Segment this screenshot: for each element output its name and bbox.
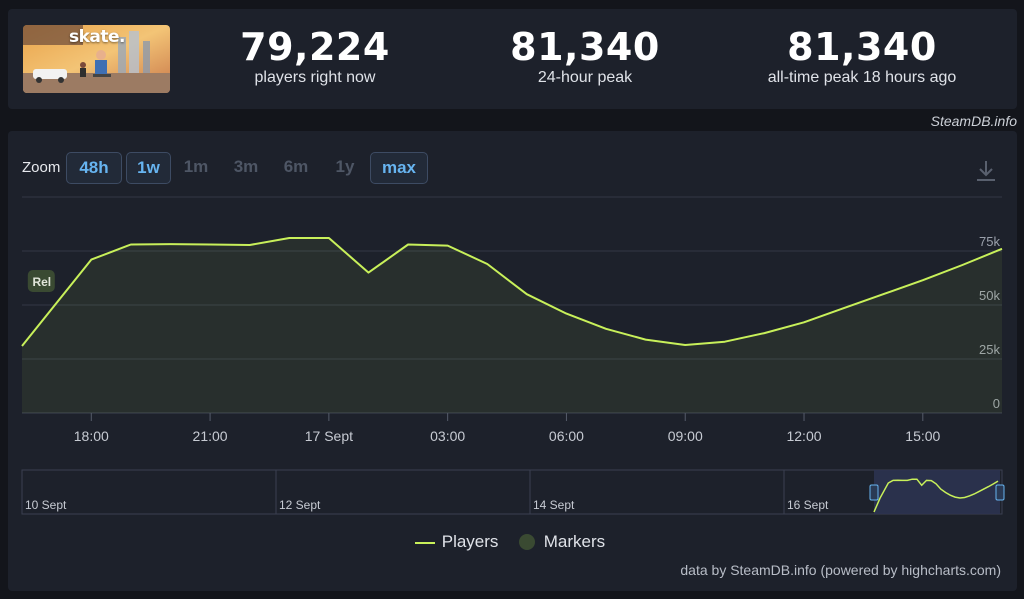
legend-item-players[interactable]: Players [413, 532, 498, 553]
x-tick-label: 15:00 [905, 428, 940, 444]
y-tick-label: 0 [993, 396, 1000, 411]
x-tick-label: 12:00 [786, 428, 821, 444]
navigator-series-line [873, 478, 999, 513]
stat-current-players: 79,224 players right now [205, 27, 425, 87]
stat-value: 81,340 [510, 25, 660, 69]
steamdb-credit[interactable]: SteamDB.info [930, 113, 1017, 129]
stat-value: 79,224 [240, 25, 390, 69]
download-icon[interactable] [975, 159, 997, 183]
chart-panel: Zoom 48h 1w 1m 3m 6m 1y max 0 25k 50k 75k 18… [8, 131, 1017, 591]
legend-dot-swatch [519, 533, 535, 550]
x-tick-label: 18:00 [74, 428, 109, 444]
stat-all-time-peak: 81,340 all-time peak 18 hours ago [752, 27, 972, 87]
chart-credit[interactable]: data by SteamDB.info (powered by highcha… [680, 562, 1001, 578]
stat-value: 81,340 [787, 25, 937, 69]
zoom-max-button[interactable]: max [370, 152, 428, 184]
navigator-handle-left[interactable] [869, 484, 879, 501]
zoom-label: Zoom [22, 159, 61, 176]
navigator-handle-right[interactable] [995, 484, 1005, 501]
x-tick-label: 21:00 [193, 428, 228, 444]
stat-label: players right now [254, 69, 376, 86]
x-tick-label: 17 Sept [305, 428, 353, 444]
navigator-label: 16 Sept [787, 498, 829, 512]
legend-line-swatch [415, 541, 435, 544]
x-tick-label: 03:00 [430, 428, 465, 444]
y-tick-label: 25k [979, 342, 1000, 357]
x-tick-label: 09:00 [668, 428, 703, 444]
player-chart[interactable]: 0 25k 50k 75k 18:00 21:00 17 Sept 03:00 06:00 09:… [8, 131, 1017, 531]
navigator-selection[interactable] [874, 470, 1000, 514]
stat-24h-peak: 81,340 24-hour peak [475, 27, 695, 87]
thumbnail-title: skate. [69, 27, 126, 47]
navigator-label: 12 Sept [279, 498, 321, 512]
legend-item-markers[interactable]: Markers [517, 532, 605, 553]
stat-label: all-time peak 18 hours ago [767, 69, 957, 86]
marker-flag[interactable] [27, 270, 55, 292]
legend-label: Players [441, 532, 499, 551]
navigator-label: 10 Sept [25, 498, 67, 512]
x-tick-label: 06:00 [549, 428, 584, 444]
zoom-3m-button[interactable]: 3m [233, 157, 259, 176]
navigator-frame [21, 469, 1003, 515]
y-tick-label: 50k [979, 288, 1000, 303]
stats-bar: skate. 79,224 players right now 81,340 2… [8, 9, 1017, 109]
series-area-players [22, 238, 1002, 413]
zoom-48h-button[interactable]: 48h [66, 152, 122, 184]
zoom-1w-button[interactable]: 1w [126, 152, 171, 184]
zoom-1y-button[interactable]: 1y [335, 157, 355, 176]
zoom-1m-button[interactable]: 1m [183, 157, 209, 176]
legend-label: Markers [543, 532, 606, 551]
game-thumbnail[interactable]: skate. [23, 25, 170, 93]
game-thumbnail-art [23, 25, 170, 93]
y-tick-label: 75k [979, 234, 1000, 249]
stat-label: 24-hour peak [537, 69, 633, 86]
zoom-6m-button[interactable]: 6m [283, 157, 309, 176]
navigator-label: 14 Sept [533, 498, 575, 512]
series-line-players[interactable] [21, 237, 1003, 347]
marker-label: Rel [32, 275, 51, 289]
